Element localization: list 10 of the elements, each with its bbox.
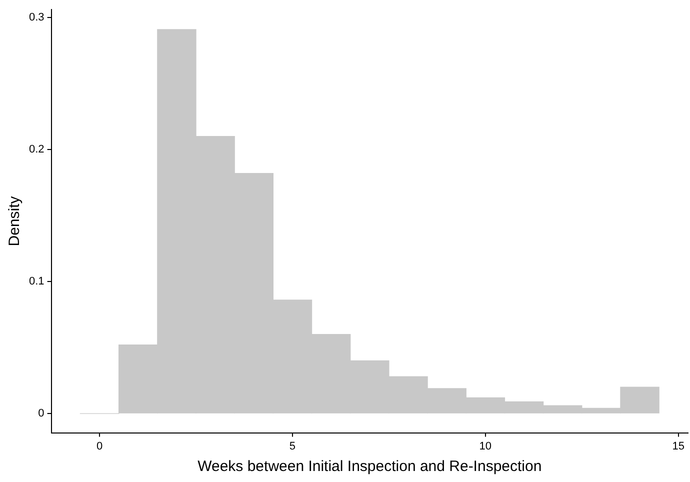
x-tick-label: 10 (479, 440, 492, 452)
x-tick-label: 5 (289, 440, 296, 452)
y-tick-label: 0.2 (28, 144, 44, 156)
x-axis-title: Weeks between Initial Inspection and Re-Inspection (198, 458, 542, 476)
y-tick-label: 0.1 (28, 276, 44, 288)
y-axis-title: Density (6, 196, 24, 246)
y-tick-label: 0 (38, 408, 44, 420)
x-tick-label: 0 (96, 440, 103, 452)
x-tick-label: 15 (672, 440, 684, 452)
y-tick-label: 0.3 (28, 12, 44, 24)
